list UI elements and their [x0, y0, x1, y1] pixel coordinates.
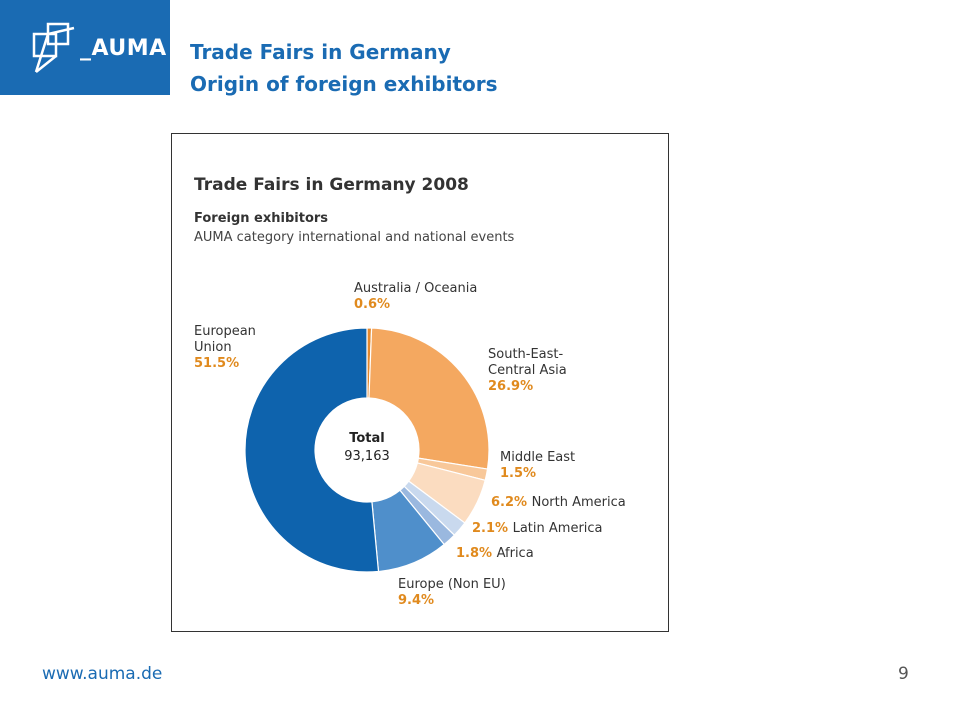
- center-label: Total: [349, 431, 385, 446]
- slice-value-middle-east: 1.5%: [500, 466, 536, 481]
- slice-label-south-east-central-asia-1: South-East-: [488, 347, 564, 362]
- slice-label-european-union-2: Union: [194, 340, 232, 355]
- slice-european-union: [244, 327, 380, 573]
- slice-label-australia-oceania: Australia / Oceania: [354, 281, 477, 296]
- slice-label-european-union-1: European: [194, 324, 256, 339]
- slice-label-europe-non-eu: Europe (Non EU): [398, 577, 506, 592]
- slice-label-middle-east: Middle East: [500, 450, 575, 465]
- page-number: 9: [898, 664, 909, 684]
- page-title: Trade Fairs in Germany Origin of foreign…: [190, 36, 498, 100]
- donut-chart: Trade Fairs in Germany 2008 Foreign exhi…: [194, 175, 626, 608]
- slice-value-european-union: 51.5%: [194, 356, 239, 371]
- footer-url[interactable]: www.auma.de: [42, 664, 163, 684]
- slice-label-north-america: 6.2% North America: [491, 495, 626, 510]
- slice-value-latin-america: 2.1%: [472, 521, 513, 536]
- page-title-line1: Trade Fairs in Germany: [190, 40, 451, 64]
- auma-logo: _AUMA: [0, 0, 170, 95]
- donut-hole: [315, 398, 419, 502]
- slice-value-australia-oceania: 0.6%: [354, 297, 390, 312]
- chart-subtitle-line1: Foreign exhibitors: [194, 211, 328, 226]
- slice-label-africa: 1.8% Africa: [456, 546, 534, 561]
- slice-name-north-america: North America: [532, 495, 626, 510]
- slice-label-south-east-central-asia-2: Central Asia: [488, 363, 567, 378]
- slice-value-africa: 1.8%: [456, 546, 497, 561]
- auma-logo-icon: [32, 22, 75, 73]
- logo-wordmark: _AUMA: [80, 36, 167, 61]
- center-value: 93,163: [344, 449, 390, 464]
- slice-label-latin-america: 2.1% Latin America: [472, 521, 603, 536]
- chart-subtitle-line2: AUMA category international and national…: [194, 230, 515, 245]
- slice-value-europe-non-eu: 9.4%: [398, 593, 434, 608]
- chart-title: Trade Fairs in Germany 2008: [194, 175, 469, 195]
- page-title-line2: Origin of foreign exhibitors: [190, 72, 498, 96]
- slice-value-north-america: 6.2%: [491, 495, 532, 510]
- slice-value-south-east-central-asia: 26.9%: [488, 379, 533, 394]
- slice-name-latin-america: Latin America: [513, 521, 603, 536]
- slice-name-africa: Africa: [497, 546, 534, 561]
- chart-frame: Trade Fairs in Germany 2008 Foreign exhi…: [171, 133, 669, 632]
